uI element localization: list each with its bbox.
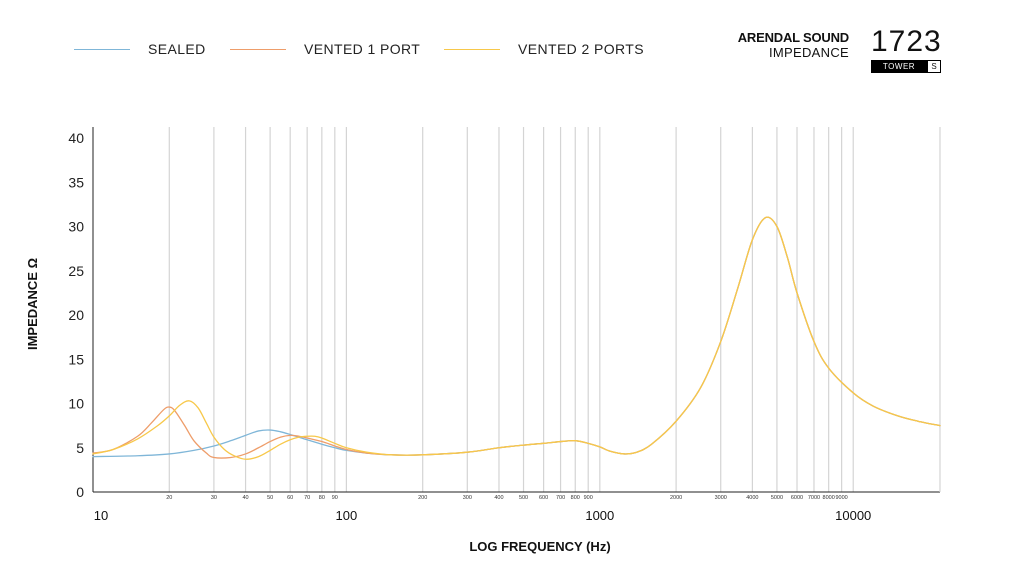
tick-labels: 0 5 10 15 20 25 30 35 40 10 100 1000 10000 20 30 40 50 60… xyxy=(68,130,871,523)
x-minor-tick-label-5000: 5000 xyxy=(771,495,783,501)
x-minor-tick-label-700: 700 xyxy=(556,495,565,501)
y-tick-label-0: 0 xyxy=(76,484,84,500)
x-minor-tick-label-4000: 4000 xyxy=(746,495,758,501)
x-minor-tick-label-7000: 7000 xyxy=(808,495,820,501)
x-minor-tick-label-500: 500 xyxy=(519,495,528,501)
x-minor-tick-label-70: 70 xyxy=(304,495,310,501)
legend-swatch-vented-1-port xyxy=(230,49,286,51)
x-tick-label-100: 100 xyxy=(336,508,358,523)
x-minor-tick-label-80: 80 xyxy=(319,495,325,501)
x-minor-tick-label-60: 60 xyxy=(287,495,293,501)
legend-label-vented-1-port: VENTED 1 PORT xyxy=(304,41,421,57)
x-minor-tick-label-600: 600 xyxy=(539,495,548,501)
x-minor-tick-label-20: 20 xyxy=(166,495,172,501)
y-tick-label-15: 15 xyxy=(68,351,84,367)
x-minor-tick-label-9000: 9000 xyxy=(836,495,848,501)
brand-name: ARENDAL SOUND xyxy=(737,30,849,45)
x-minor-tick-label-40: 40 xyxy=(243,495,249,501)
series-line-vented-2-ports xyxy=(92,216,941,460)
y-tick-label-40: 40 xyxy=(68,130,84,146)
x-minor-tick-label-900: 900 xyxy=(584,495,593,501)
y-tick-label-5: 5 xyxy=(76,440,84,456)
brand-block: ARENDAL SOUND IMPEDANCE xyxy=(738,30,849,60)
legend-label-sealed: SEALED xyxy=(148,41,206,57)
series-line-sealed xyxy=(92,216,941,458)
model-tag: TOWER S xyxy=(871,60,941,73)
model-variant-label: S xyxy=(927,60,941,73)
x-minor-tick-label-200: 200 xyxy=(418,495,427,501)
legend-swatch-vented-2-ports xyxy=(444,49,500,51)
grid-lines xyxy=(168,127,854,492)
y-tick-label-35: 35 xyxy=(68,174,84,190)
legend-label-vented-2-ports: VENTED 2 PORTS xyxy=(518,41,644,57)
x-minor-tick-label-300: 300 xyxy=(463,495,472,501)
x-minor-tick-label-400: 400 xyxy=(494,495,503,501)
x-axis-label: LOG FREQUENCY (Hz) xyxy=(469,539,610,554)
legend-swatch-sealed xyxy=(74,49,130,51)
y-tick-label-30: 30 xyxy=(68,219,84,235)
series-lines xyxy=(92,216,941,460)
y-axis-label: IMPEDANCE Ω xyxy=(25,258,40,350)
x-minor-tick-label-50: 50 xyxy=(267,495,273,501)
x-minor-tick-label-2000: 2000 xyxy=(670,495,682,501)
x-tick-label-1000: 1000 xyxy=(585,508,614,523)
chart-subtitle: IMPEDANCE xyxy=(769,45,849,60)
model-tower-label: TOWER xyxy=(871,60,927,73)
model-logo: 1723 TOWER S xyxy=(871,25,941,73)
x-minor-tick-label-90: 90 xyxy=(332,495,338,501)
x-tick-label-10000: 10000 xyxy=(835,508,871,523)
axes xyxy=(92,127,941,493)
x-minor-tick-label-8000: 8000 xyxy=(823,495,835,501)
y-tick-label-25: 25 xyxy=(68,263,84,279)
x-minor-tick-label-6000: 6000 xyxy=(791,495,803,501)
x-minor-tick-label-800: 800 xyxy=(571,495,580,501)
x-tick-label-10: 10 xyxy=(94,508,108,523)
model-number: 1723 xyxy=(871,25,942,58)
x-minor-tick-label-3000: 3000 xyxy=(715,495,727,501)
y-tick-label-10: 10 xyxy=(68,396,84,412)
x-minor-tick-label-30: 30 xyxy=(211,495,217,501)
y-tick-label-20: 20 xyxy=(68,307,84,323)
